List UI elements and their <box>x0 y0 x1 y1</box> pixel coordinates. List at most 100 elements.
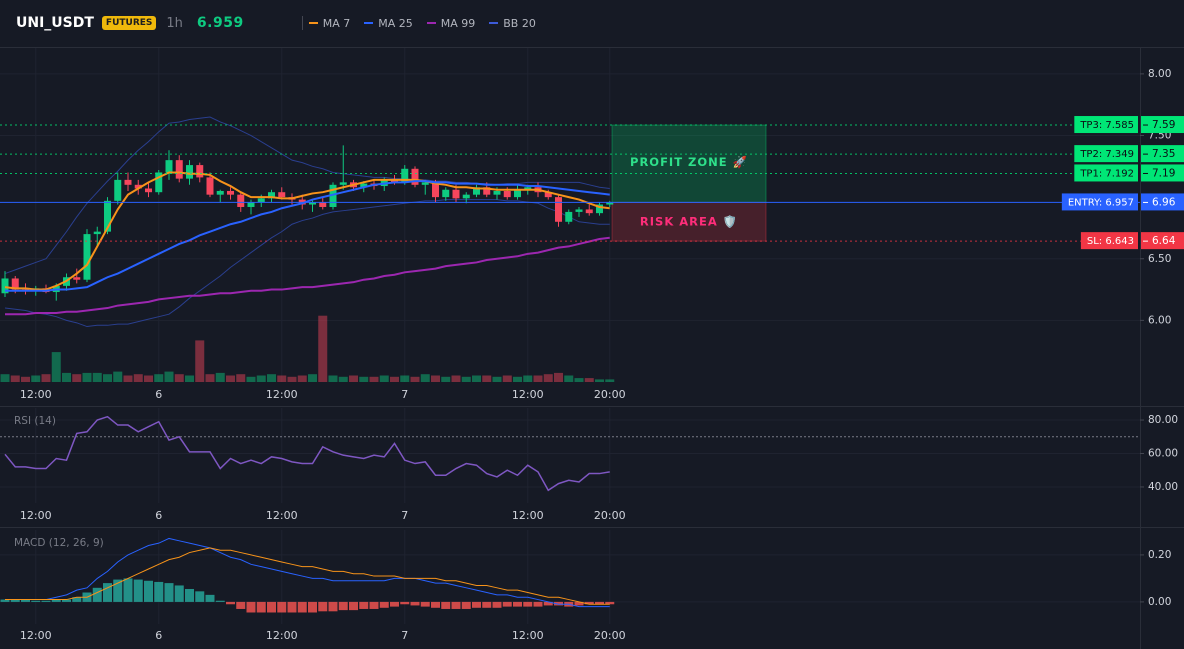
level-tag <box>1080 232 1138 250</box>
candle-body <box>524 187 532 190</box>
histogram-bar <box>502 601 512 607</box>
candle-body <box>421 182 429 185</box>
level-tag <box>1074 145 1138 163</box>
separator <box>301 16 303 30</box>
price-tag <box>1141 232 1184 250</box>
volume-bar <box>482 375 492 382</box>
histogram-bar <box>256 601 266 613</box>
price-tag-label: 6.64 <box>1152 235 1176 247</box>
volume-bar <box>338 376 348 382</box>
candle-body <box>575 209 583 212</box>
level-tag <box>1074 116 1138 134</box>
volume-bar <box>451 375 461 382</box>
histogram-bar <box>226 601 235 605</box>
volume-bar <box>318 315 328 382</box>
x-tick-label: 12:00 <box>512 388 544 401</box>
candle-body <box>585 209 593 214</box>
histogram-bar <box>154 581 164 602</box>
volume-bar <box>72 374 82 382</box>
volume-bar <box>359 376 369 382</box>
level-tag <box>1074 164 1138 182</box>
y-tick-label: 0.00 <box>1148 596 1171 608</box>
candle-body <box>186 165 193 179</box>
candle-body <box>1 278 9 294</box>
legend-item[interactable]: MA 7 <box>308 17 350 30</box>
volume-bar <box>574 378 584 382</box>
volume-bar <box>461 376 471 382</box>
y-tick-label: 80.00 <box>1148 414 1178 426</box>
volume-bar <box>513 376 522 382</box>
price-tag-label: 7.35 <box>1152 148 1175 160</box>
level-name: TP1: 7.192 <box>1079 168 1134 179</box>
volume-bar <box>62 372 71 382</box>
volume-bar <box>154 374 164 382</box>
legend-item[interactable]: BB 20 <box>489 17 536 30</box>
symbol[interactable]: UNI_USDT <box>16 15 94 31</box>
zone <box>611 124 767 203</box>
volume-bar <box>82 372 92 382</box>
volume-bar <box>133 374 143 382</box>
price-tag-label: 7.59 <box>1152 119 1175 131</box>
bb-upper <box>4 116 610 275</box>
candle-body <box>104 200 111 232</box>
volume-bar <box>31 375 41 382</box>
volume-bar <box>369 376 379 382</box>
candle-body <box>432 182 439 198</box>
candle-body <box>114 179 122 201</box>
last-price: 6.959 <box>196 15 244 31</box>
volume-bar <box>10 375 20 382</box>
candle-body <box>401 168 409 183</box>
histogram-bar <box>72 597 82 602</box>
histogram-bar <box>513 601 522 607</box>
histogram-bar <box>523 601 533 607</box>
histogram-bar <box>51 599 61 602</box>
volume-bar <box>390 376 399 382</box>
volume-bar <box>226 375 235 382</box>
histogram-bar <box>21 599 30 602</box>
histogram-bar <box>123 578 133 602</box>
histogram-bar <box>584 601 594 605</box>
volume-bar <box>410 376 420 382</box>
volume-bar <box>379 375 389 382</box>
volume-bar <box>92 372 102 382</box>
y-tick-label: 6.50 <box>1148 253 1171 265</box>
candle-body <box>268 192 275 199</box>
histogram-bar <box>605 601 615 605</box>
histogram-bar <box>451 601 461 609</box>
histogram-bar <box>533 601 543 607</box>
histogram-bar <box>246 601 256 613</box>
volume-bar <box>328 375 338 382</box>
x-tick-label: 6 <box>155 509 162 522</box>
volume-bar <box>195 340 205 382</box>
candle-body <box>329 184 337 207</box>
volume-bar <box>51 352 61 382</box>
volume-bar <box>554 372 563 382</box>
volume-bar <box>595 379 604 382</box>
histogram-bar <box>574 601 584 606</box>
x-tick-label: 20:00 <box>594 388 626 401</box>
legend-item[interactable]: MA 25 <box>364 17 413 30</box>
y-tick-label: 6.00 <box>1148 314 1171 326</box>
rsi-line <box>4 415 610 492</box>
candle-body <box>196 165 204 178</box>
histogram-bar <box>543 601 553 606</box>
candle-body <box>514 189 521 198</box>
volume-bar <box>246 376 256 382</box>
histogram-bar <box>236 601 246 609</box>
bb-lower <box>4 199 610 328</box>
interval[interactable]: 1h <box>166 15 183 31</box>
volume-bar <box>185 375 194 382</box>
x-tick-label: 12:00 <box>20 629 52 642</box>
zone <box>611 201 767 242</box>
histogram-bar <box>369 601 379 609</box>
histogram-bar <box>205 594 215 602</box>
panel-title: RSI (14) <box>14 415 56 427</box>
price-tag-label: 7.19 <box>1152 167 1175 179</box>
panel-title: MACD (12, 26, 9) <box>14 537 104 549</box>
volume-bar <box>431 375 440 382</box>
level-name: TP3: 7.585 <box>1079 120 1134 131</box>
volume-bar <box>564 375 574 382</box>
legend-item[interactable]: MA 99 <box>426 17 475 30</box>
candle-body <box>544 192 552 198</box>
histogram-bar <box>267 601 276 613</box>
